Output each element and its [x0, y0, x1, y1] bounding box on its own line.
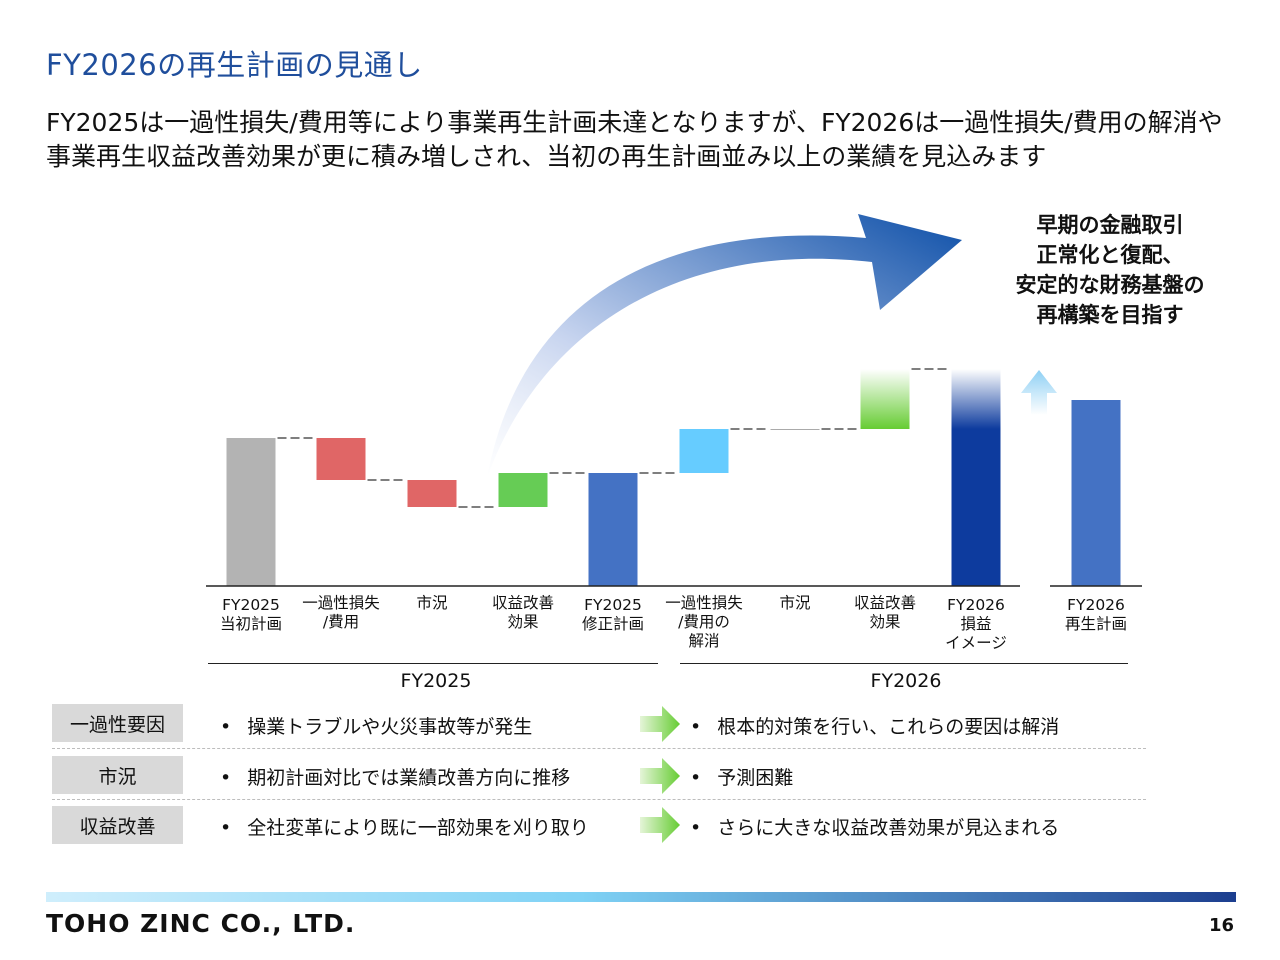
x-tick-label: FY2025 修正計画: [581, 596, 644, 633]
big-growth-arrow-icon: [487, 214, 962, 478]
green-arrow-icon: [640, 807, 680, 843]
waterfall-bar: [498, 473, 548, 507]
row-market-right: • 予測困難: [690, 767, 794, 789]
waterfall-bar: [770, 429, 820, 430]
page-number: 16: [1208, 915, 1234, 936]
group-line-fy2025: [208, 663, 658, 664]
row-improvement-left: • 全社変革により既に一部効果を刈り取り: [220, 817, 589, 839]
footer-bar: [46, 892, 1236, 902]
x-tick-label: 市況: [779, 594, 811, 612]
row-oneoff-left: • 操業トラブルや火災事故等が発生: [220, 716, 533, 738]
waterfall-bar: [588, 473, 638, 586]
waterfall-bar-upper: [951, 369, 1001, 429]
page-title: FY2026の再生計画の見通し: [46, 48, 423, 82]
callout-text: 早期の金融取引 正常化と復配、 安定的な財務基盤の 再構築を目指す: [1015, 213, 1205, 327]
waterfall-bar: [316, 438, 366, 480]
row-market-left: • 期初計画対比では業績改善方向に推移: [220, 767, 571, 789]
row-improvement-right: • さらに大きな収益改善効果が見込まれる: [690, 817, 1060, 839]
waterfall-bar: [226, 438, 276, 586]
group-line-fy2026: [680, 663, 1128, 664]
row-divider: [52, 748, 1146, 749]
group-label-fy2025: FY2025: [400, 670, 472, 692]
row-divider: [52, 799, 1146, 800]
green-arrow-icon: [640, 758, 680, 794]
x-tick-label: 収益改善 効果: [853, 594, 916, 631]
x-tick-label: 一過性損失 /費用の 解消: [665, 594, 743, 650]
green-arrow-icon: [640, 706, 680, 742]
x-tick-label: FY2025 当初計画: [219, 596, 282, 633]
x-tick-label: FY2026 損益 イメージ: [945, 596, 1007, 652]
small-up-arrow-icon: [1021, 370, 1057, 415]
waterfall-bar: [860, 369, 910, 429]
row-label-oneoff: 一過性要因: [52, 704, 183, 742]
waterfall-bar: [951, 429, 1001, 586]
lead-text: FY2025は一過性損失/費用等により事業再生計画未達となりますが、FY2026…: [46, 108, 1223, 171]
x-tick-label: 市況: [416, 594, 448, 612]
group-label-fy2026: FY2026: [870, 670, 942, 692]
row-label-improvement: 収益改善: [52, 806, 183, 844]
waterfall-bar: [1071, 400, 1121, 586]
x-tick-label: FY2026 再生計画: [1064, 596, 1127, 633]
row-oneoff-right: • 根本的対策を行い、これらの要因は解消: [690, 716, 1060, 738]
waterfall-bar: [407, 480, 457, 507]
company-logo: TOHO ZINC CO., LTD.: [46, 909, 356, 938]
waterfall-chart: [206, 214, 1142, 587]
x-tick-label: 収益改善 効果: [491, 594, 554, 631]
row-label-market: 市況: [52, 756, 183, 794]
waterfall-bar: [679, 429, 729, 473]
x-tick-label: 一過性損失 /費用: [302, 594, 380, 631]
